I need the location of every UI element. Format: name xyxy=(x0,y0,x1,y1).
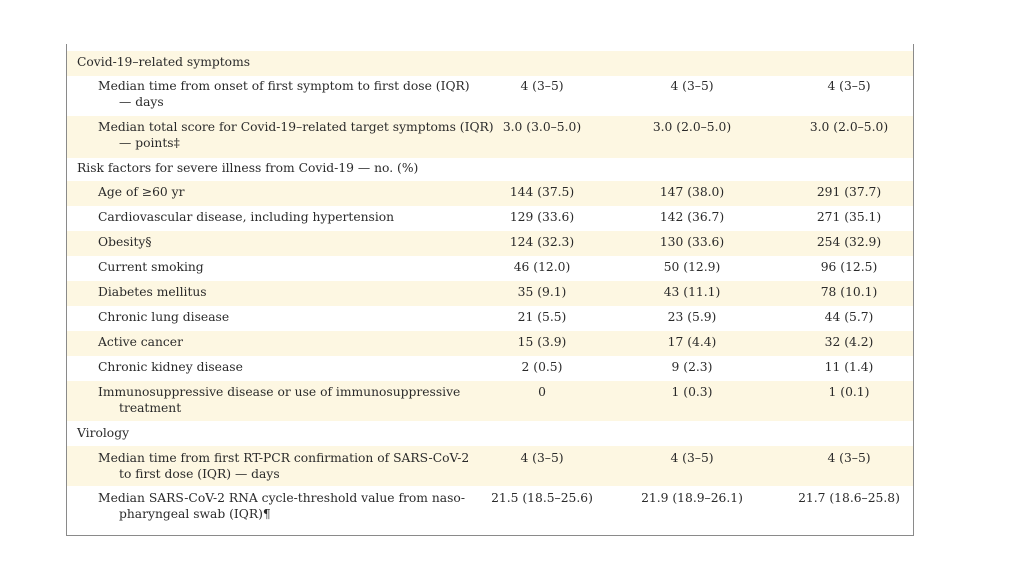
value-cell: 144 (37.5) xyxy=(509,185,575,199)
row-label: Median time from onset of first symptom … xyxy=(98,79,470,109)
table-row: Risk factors for severe illness from Cov… xyxy=(67,158,913,181)
value-cell: 44 (5.7) xyxy=(824,310,874,324)
table-row: Cardiovascular disease, including hypert… xyxy=(67,206,913,231)
row-label: Diabetes mellitus xyxy=(98,285,207,299)
value-cell: 4 (3–5) xyxy=(670,79,714,93)
table-row: Obesity§ 124 (32.3) 130 (33.6) 254 (32.9… xyxy=(67,231,913,256)
value-cell: 32 (4.2) xyxy=(824,335,874,349)
value-cell: 147 (38.0) xyxy=(659,185,725,199)
table-row: Median SARS-CoV-2 RNA cycle-threshold va… xyxy=(67,486,913,535)
value-cell: 17 (4.4) xyxy=(667,335,717,349)
row-label: Median total score for Covid-19–related … xyxy=(98,120,494,150)
table-row: Diabetes mellitus 35 (9.1) 43 (11.1) 78 … xyxy=(67,281,913,306)
value-cell: 43 (11.1) xyxy=(663,285,721,299)
table-row: Covid-19–related symptoms xyxy=(67,51,913,76)
table-row: Chronic lung disease 21 (5.5) 23 (5.9) 4… xyxy=(67,306,913,331)
value-cell: 0 xyxy=(538,385,546,399)
value-cell: 3.0 (2.0–5.0) xyxy=(652,120,732,134)
value-cell: 9 (2.3) xyxy=(671,360,713,374)
table-row: Chronic kidney disease 2 (0.5) 9 (2.3) 1… xyxy=(67,356,913,381)
value-cell: 1 (0.1) xyxy=(828,385,870,399)
table-row: Median time from first RT-PCR confirmati… xyxy=(67,446,913,486)
value-cell: 4 (3–5) xyxy=(827,79,871,93)
row-label: Chronic lung disease xyxy=(98,310,230,324)
table-row: Median total score for Covid-19–related … xyxy=(67,116,913,158)
row-label: Active cancer xyxy=(98,335,183,349)
value-cell: 142 (36.7) xyxy=(659,210,725,224)
table-row: Immunosuppressive disease or use of immu… xyxy=(67,381,913,421)
value-cell: 35 (9.1) xyxy=(517,285,567,299)
row-label: Median time from first RT-PCR confirmati… xyxy=(98,451,470,481)
value-cell: 46 (12.0) xyxy=(513,260,571,274)
value-cell: 50 (12.9) xyxy=(663,260,721,274)
value-cell: 2 (0.5) xyxy=(521,360,563,374)
data-table: Covid-19–related symptoms Median time fr… xyxy=(66,44,914,536)
value-cell: 96 (12.5) xyxy=(820,260,878,274)
section-heading: Virology xyxy=(77,426,130,440)
value-cell: 3.0 (3.0–5.0) xyxy=(502,120,582,134)
value-cell: 15 (3.9) xyxy=(517,335,567,349)
value-cell: 130 (33.6) xyxy=(659,235,725,249)
row-label: Cardiovascular disease, including hypert… xyxy=(98,210,395,224)
value-cell: 11 (1.4) xyxy=(824,360,874,374)
value-cell: 254 (32.9) xyxy=(816,235,882,249)
table-row: Age of ≥60 yr 144 (37.5) 147 (38.0) 291 … xyxy=(67,181,913,206)
value-cell: 124 (32.3) xyxy=(509,235,575,249)
value-cell: 78 (10.1) xyxy=(820,285,878,299)
section-heading: Covid-19–related symptoms xyxy=(77,55,251,69)
row-label: Median SARS-CoV-2 RNA cycle-threshold va… xyxy=(98,491,465,521)
row-label: Age of ≥60 yr xyxy=(98,185,185,199)
row-label: Current smoking xyxy=(98,260,204,274)
row-label: Chronic kidney disease xyxy=(98,360,243,374)
value-cell: 4 (3–5) xyxy=(827,451,871,465)
value-cell: 21 (5.5) xyxy=(517,310,567,324)
table-row: Active cancer 15 (3.9) 17 (4.4) 32 (4.2) xyxy=(67,331,913,356)
table-row: Current smoking 46 (12.0) 50 (12.9) 96 (… xyxy=(67,256,913,281)
value-cell: 23 (5.9) xyxy=(667,310,717,324)
value-cell: 1 (0.3) xyxy=(671,385,713,399)
value-cell: 129 (33.6) xyxy=(509,210,575,224)
section-heading: Risk factors for severe illness from Cov… xyxy=(77,161,419,175)
row-label: Obesity§ xyxy=(98,235,152,249)
value-cell: 21.5 (18.5–25.6) xyxy=(491,491,593,505)
value-cell: 271 (35.1) xyxy=(816,210,882,224)
value-cell: 21.7 (18.6–25.8) xyxy=(798,491,900,505)
value-cell: 4 (3–5) xyxy=(670,451,714,465)
value-cell: 21.9 (18.9–26.1) xyxy=(641,491,743,505)
value-cell: 3.0 (2.0–5.0) xyxy=(809,120,889,134)
row-label: Immunosuppressive disease or use of immu… xyxy=(98,385,461,415)
value-cell: 4 (3–5) xyxy=(520,451,564,465)
value-cell: 4 (3–5) xyxy=(520,79,564,93)
table-row: Virology xyxy=(67,421,913,446)
value-cell: 291 (37.7) xyxy=(816,185,882,199)
table-row: Median time from onset of first symptom … xyxy=(67,76,913,116)
